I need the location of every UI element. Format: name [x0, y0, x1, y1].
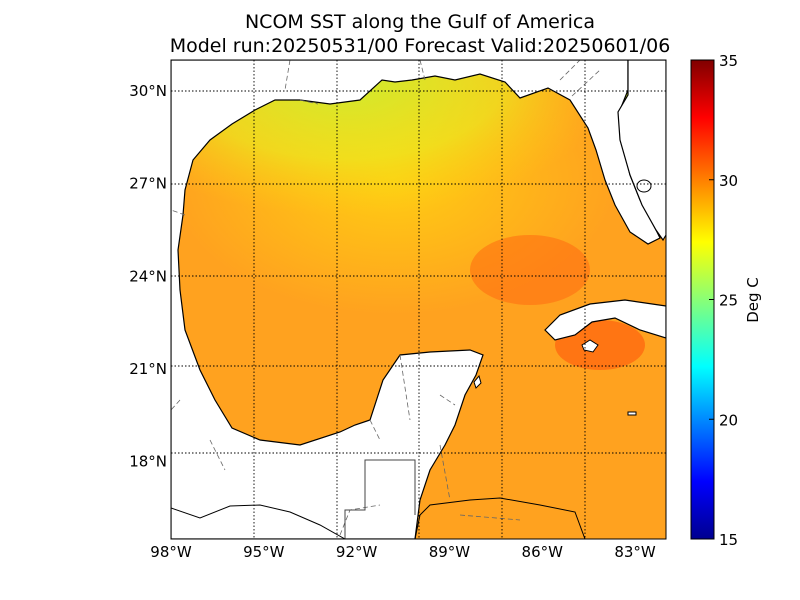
map-title-line-2: Model run:20250531/00 Forecast Valid:202… — [169, 35, 671, 57]
lat-tick-label: 21°N — [129, 360, 167, 378]
lake-okeechobee — [636, 179, 652, 193]
lon-tick-label: 98°W — [150, 543, 192, 561]
land-isla-juventud — [581, 339, 599, 353]
lon-tick-label: 83°W — [614, 543, 656, 561]
honduras-coastline — [414, 497, 586, 539]
lat-tick-label: 24°N — [129, 267, 167, 285]
loop-current-warm-patch — [470, 235, 590, 305]
colorbar-tick-label: 15 — [719, 531, 738, 549]
map-gridlines — [171, 60, 666, 539]
lat-tick-label: 27°N — [129, 175, 167, 193]
colorbar-tick-label: 35 — [719, 52, 738, 70]
border-guatemala — [344, 459, 416, 539]
land-cayman — [627, 411, 637, 416]
land-north-america — [171, 60, 661, 539]
colorbar-tick-label: 20 — [719, 411, 738, 429]
lon-tick-label: 92°W — [336, 543, 378, 561]
lon-tick-label: 89°W — [429, 543, 471, 561]
map-plot — [171, 60, 666, 539]
land-cozumel — [473, 374, 482, 389]
colorbar-tick-label: 30 — [719, 172, 738, 190]
colorbar-label: Deg C — [744, 277, 762, 323]
map-frame — [170, 59, 667, 540]
lat-tick-label: 30°N — [129, 82, 167, 100]
lon-tick-label: 86°W — [522, 543, 564, 561]
political-borders — [171, 60, 601, 536]
land-florida — [617, 60, 666, 242]
lon-tick-label: 95°W — [243, 543, 285, 561]
colorbar-tick-label: 25 — [719, 292, 738, 310]
lat-tick-label: 18°N — [129, 453, 167, 471]
pacific-coastline — [171, 504, 346, 539]
map-title-line-1: NCOM SST along the Gulf of America — [244, 11, 596, 33]
colorbar-ticks: 35 30 25 20 15 — [709, 52, 738, 549]
latitude-labels: 30°N 27°N 24°N 21°N 18°N — [129, 82, 167, 471]
longitude-labels: 98°W 95°W 92°W 89°W 86°W 83°W — [150, 543, 656, 561]
